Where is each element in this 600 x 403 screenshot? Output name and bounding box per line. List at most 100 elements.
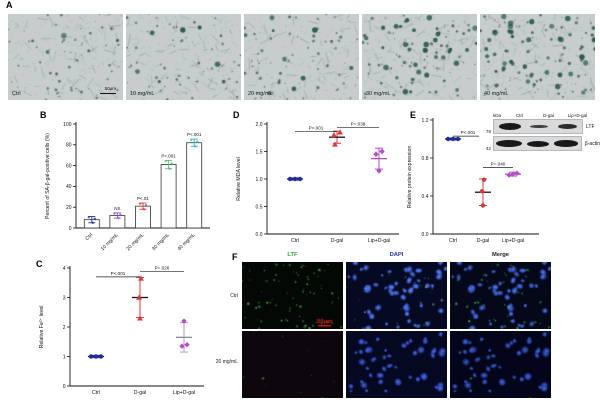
row-label-ctrl: Ctrl (230, 293, 238, 299)
svg-text:60: 60 (66, 163, 72, 169)
svg-text:1.0: 1.0 (256, 177, 263, 183)
svg-text:P<.001: P<.001 (187, 132, 202, 137)
kda-label: kDa (493, 113, 502, 118)
panel-e-chart: 0.0 0.4 0.8 1.2 Relative protein expression C… (403, 108, 600, 258)
sa-b-gal-bar-chart: 0 20 40 60 80 100 Percent of SA-β-gal-positive… (45, 122, 210, 252)
micrograph-40mg-image (480, 14, 595, 100)
panel-a-micrograph-row: Ctrl 50μm 10 mg/mL 20 mg/mL 30 mg/mL 40 … (8, 14, 595, 100)
svg-text:Ctrl: Ctrl (449, 238, 457, 244)
micrograph-label: Ctrl (12, 91, 21, 97)
micrograph-10mg-image (126, 14, 241, 100)
micrograph-label: 40 mg/mL (484, 91, 509, 97)
marker-78: 78 (485, 129, 491, 134)
fluor-20mg-ltf (242, 331, 343, 398)
svg-text:P<.001: P<.001 (111, 271, 126, 276)
svg-text:0: 0 (69, 226, 72, 232)
svg-text:Relative Fe²⁺ level: Relative Fe²⁺ level (39, 306, 45, 349)
protein-expression-dot-plot: 0.0 0.4 0.8 1.2 Relative protein expression C… (407, 118, 539, 244)
fluor-ctrl-merge-image (450, 262, 551, 329)
svg-text:0: 0 (63, 384, 66, 390)
ltf-target-label: LTF (586, 123, 595, 130)
ltf-blot-strip (493, 119, 583, 134)
svg-text:P<.001: P<.001 (309, 126, 324, 131)
scale-bar-text: 50μm (104, 86, 116, 91)
fluor-ctrl-ltf (242, 262, 343, 329)
svg-text:2.0: 2.0 (256, 122, 263, 128)
svg-text:P<.001: P<.001 (161, 153, 176, 158)
svg-text:2: 2 (63, 325, 66, 331)
panel-b-chart: 0 20 40 60 80 100 Percent of SA-β-gal-positive… (38, 108, 210, 258)
svg-text:40: 40 (66, 184, 72, 190)
fluor-20mg-dapi-image (346, 331, 447, 398)
panel-d-letter: D (233, 110, 240, 120)
panel-f-letter: F (232, 252, 238, 262)
svg-text:P=.040: P=.040 (491, 162, 506, 167)
ltf-band-ctrl (498, 123, 521, 130)
actin-target-label: β-actin (584, 140, 600, 147)
actin-blot-strip (492, 136, 582, 151)
svg-text:P<.01: P<.01 (137, 196, 149, 201)
svg-text:40 mg/mL: 40 mg/mL (177, 232, 197, 252)
svg-text:3: 3 (63, 295, 66, 301)
micrograph-label: 20 mg/mL (248, 91, 273, 97)
column-header-merge: Merge (491, 252, 510, 258)
mda-level-dot-plot: 0.0 0.5 1.0 1.5 2.0 Relative MDA level Ctrl D-g… (236, 121, 399, 244)
micrograph-20mg-image (244, 14, 359, 100)
micrograph-20mg: 20 mg/mL (244, 14, 359, 100)
svg-text:0.8: 0.8 (422, 156, 429, 162)
fluor-ctrl-dapi (346, 262, 447, 329)
svg-text:Lip+D-gal: Lip+D-gal (368, 238, 390, 244)
panel-e-letter: E (410, 110, 417, 120)
svg-text:Relative protein expression: Relative protein expression (407, 146, 413, 209)
svg-text:1.2: 1.2 (422, 118, 429, 124)
column-header-dapi: DAPI (389, 252, 404, 258)
svg-text:Lip+D-gal: Lip+D-gal (502, 238, 524, 244)
blot-lane-lipdgal: Lip+D-gal (567, 113, 588, 118)
fluor-20mg-dapi (346, 331, 447, 398)
micrograph-40mg: 40 mg/mL (480, 14, 595, 100)
panel-b-letter: B (40, 110, 47, 120)
fluor-ctrl-dapi-image (346, 262, 447, 329)
svg-text:100: 100 (63, 122, 72, 128)
fluor-20mg-merge (450, 331, 551, 398)
svg-text:P<.001: P<.001 (461, 130, 476, 135)
column-header-ltf: LTF (287, 252, 298, 258)
micrograph-ctrl-image (8, 14, 123, 100)
svg-text:20: 20 (66, 205, 72, 211)
micrograph-ctrl: Ctrl 50μm (8, 14, 123, 100)
fe2-level-dot-plot: 0 1 2 3 4 Relative Fe²⁺ level Ctrl D-gal Lip+D-g… (39, 266, 204, 396)
micrograph-10mg: 10 mg/mL (126, 14, 241, 100)
svg-text:20 mg/mL: 20 mg/mL (125, 232, 145, 252)
blot-row-actin: 42 β-actin (479, 136, 600, 151)
micrograph-30mg-image (362, 14, 477, 100)
panel-c-chart: 0 1 2 3 4 Relative Fe²⁺ level Ctrl D-gal Lip+D-g… (30, 256, 215, 403)
blot-header: kDa Ctrl D-gal Lip+D-gal (493, 113, 600, 118)
micrograph-30mg: 30 mg/mL (362, 14, 477, 100)
svg-text:D-gal: D-gal (477, 238, 489, 244)
actin-band-ctrl (496, 140, 523, 147)
fluor-20mg-merge-image (450, 331, 551, 398)
svg-text:Ctrl: Ctrl (291, 238, 299, 244)
svg-text:0.0: 0.0 (422, 232, 429, 238)
western-blot-inset: kDa Ctrl D-gal Lip+D-gal 78 LTF 42 (479, 113, 600, 153)
svg-text:D-gal: D-gal (134, 390, 146, 396)
svg-text:D-gal: D-gal (331, 238, 343, 244)
svg-text:NS: NS (114, 206, 120, 211)
scale-bar (100, 92, 116, 94)
blot-lane-dgal: D-gal (543, 113, 554, 118)
actin-band-lipdgal (554, 140, 579, 147)
svg-text:0.5: 0.5 (256, 204, 263, 210)
svg-text:4: 4 (63, 266, 66, 272)
panel-a-letter: A (6, 0, 13, 10)
fluor-ctrl-merge (450, 262, 551, 329)
fluor-20mg-ltf-image (242, 331, 343, 398)
blot-row-ltf: 78 LTF (479, 119, 600, 134)
ltf-band-dgal (530, 124, 549, 129)
panel-d-chart: 0.0 0.5 1.0 1.5 2.0 Relative MDA level Ctrl D-g… (225, 108, 405, 256)
svg-text:Ctrl: Ctrl (84, 232, 94, 242)
svg-text:P=.026: P=.026 (155, 266, 170, 271)
svg-text:Lip+D-gal: Lip+D-gal (173, 390, 195, 396)
svg-text:1.5: 1.5 (256, 149, 263, 155)
svg-text:0.4: 0.4 (422, 194, 429, 200)
